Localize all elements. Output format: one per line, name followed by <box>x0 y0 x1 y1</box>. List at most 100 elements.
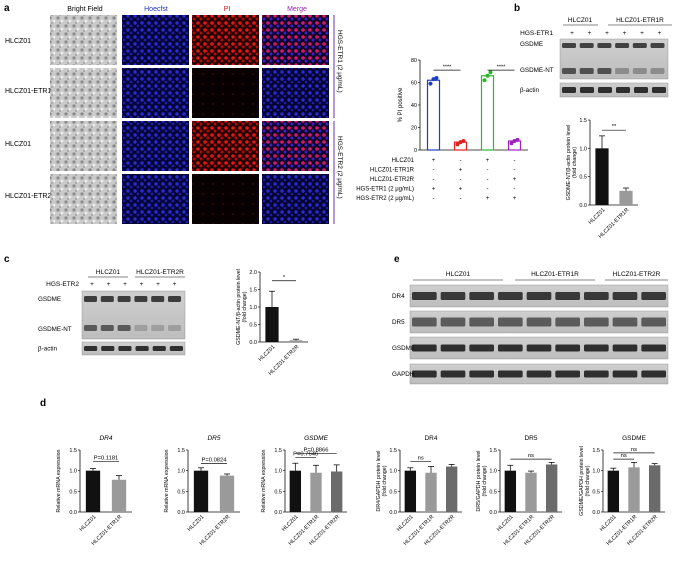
group-label: HLCZ01 <box>446 271 471 278</box>
y-tick-label: 0.0 <box>579 203 587 209</box>
condition-sign: - <box>460 196 462 202</box>
band <box>650 68 665 74</box>
band-label: β-actin <box>38 346 58 353</box>
condition-sign: - <box>433 168 435 174</box>
y-tick-label: 0.5 <box>69 489 77 495</box>
band <box>641 344 666 352</box>
image-bf-row1 <box>50 15 117 65</box>
y-tick-label: 0.5 <box>249 323 257 329</box>
row-label-1: HLCZ01 <box>5 38 31 45</box>
band <box>584 292 609 300</box>
data-point <box>461 139 466 143</box>
bar <box>289 340 303 342</box>
treatment-sign: + <box>623 30 627 37</box>
chart-panel-d-2: 0.0 0.5 1.0 1.5 Relative mRNA expression DR5 H… <box>164 435 240 547</box>
y-axis-label: (fold change) <box>585 465 591 496</box>
bar <box>193 470 209 512</box>
chart-title: DR5 <box>524 435 537 442</box>
band-label: GAPDH <box>392 371 415 378</box>
x-tick-label: HLCZ01 <box>496 514 515 533</box>
condition-label: HLCZ01 <box>392 158 415 164</box>
chart-title: DR4 <box>99 435 112 442</box>
band-label: GSDME-NT <box>38 326 72 333</box>
image-bf-row2 <box>50 68 117 118</box>
band <box>168 325 181 331</box>
band <box>84 325 97 331</box>
bar <box>426 79 441 151</box>
x-tick-label: HLCZ01 <box>79 514 98 533</box>
chart-pi-positive: 0 20 40 60 80 % PI positive **** **** HLCZ01 + - + -… <box>356 58 528 202</box>
image-hoechst-row3 <box>122 121 189 171</box>
blot-panel-e: HLCZ01 HLCZ01-ETR1R HLCZ01-ETR2R DR4 DR5 GSDM… <box>392 271 669 385</box>
band <box>117 296 131 302</box>
band <box>412 317 437 327</box>
row-label-3: HLCZ01 <box>5 141 31 148</box>
y-axis-label: GSDME-NT/β-actin protein level <box>566 125 572 201</box>
y-axis-label: DR5/GAPDH protein level <box>476 451 482 512</box>
x-tick-label: HLCZ01 <box>588 207 607 226</box>
band-label: DR5 <box>392 319 405 326</box>
band <box>498 344 523 352</box>
band <box>84 296 97 302</box>
data-point <box>434 76 439 80</box>
data-point <box>512 139 517 143</box>
row-label-2: HLCZ01-ETR1R <box>5 88 56 95</box>
image-merge-row2 <box>262 68 329 118</box>
y-axis-label: (fold change) <box>482 465 488 496</box>
group-label: HLCZ01-ETR1R <box>616 17 664 24</box>
image-hoechst-row4 <box>122 174 189 224</box>
band <box>469 292 494 300</box>
band <box>412 344 437 352</box>
band <box>169 346 183 351</box>
band <box>615 43 630 48</box>
treatment-sign: + <box>605 30 609 37</box>
band <box>440 344 466 352</box>
y-axis-label: DR4/GAPDH protein level <box>376 451 382 512</box>
treatment-sign: + <box>156 281 160 288</box>
band <box>100 296 114 302</box>
y-tick-label: 1.0 <box>177 469 185 475</box>
chart-panel-d-5: 0.0 0.5 1.0 1.5 DR5/GAPDH protein level (fold… <box>476 435 562 547</box>
bar <box>330 471 343 512</box>
condition-sign: + <box>432 158 436 164</box>
band <box>526 317 552 327</box>
band <box>584 317 609 327</box>
band <box>555 344 580 352</box>
y-tick-label: 1.0 <box>592 469 600 475</box>
band-label: GSDME-NT <box>520 67 554 74</box>
x-tick-label: HLCZ01 <box>187 514 206 533</box>
col-header-merge: Merge <box>287 6 307 13</box>
condition-sign: - <box>487 177 489 183</box>
y-tick-label: 0.0 <box>274 510 282 516</box>
condition-sign: - <box>433 177 435 183</box>
y-tick-label: 1.0 <box>579 146 587 152</box>
band <box>152 346 166 351</box>
group-label: HLCZ01-ETR2R <box>613 271 661 278</box>
band <box>650 43 665 48</box>
data-point <box>455 142 460 147</box>
band <box>632 43 647 48</box>
data-point <box>428 81 433 86</box>
band <box>151 325 165 331</box>
data-point <box>458 140 463 145</box>
x-tick-label: HLCZ01 <box>396 514 415 533</box>
group-label: HLCZ01 <box>568 17 593 24</box>
band <box>562 43 576 48</box>
data-point <box>485 73 490 78</box>
blot-membrane <box>559 38 669 80</box>
bar <box>85 470 101 512</box>
bar <box>310 472 322 512</box>
band <box>579 43 594 48</box>
y-axis-label: (fold change) <box>572 147 578 178</box>
bar <box>628 467 640 512</box>
image-merge-row4 <box>262 174 329 224</box>
chart-title: DR4 <box>424 435 437 442</box>
band <box>412 292 437 300</box>
group-label: HLCZ01-ETR1R <box>531 271 579 278</box>
bar <box>111 479 127 512</box>
y-axis-label: Relative mRNA expression <box>56 449 62 512</box>
blot-panel-b: HLCZ01 HLCZ01-ETR1R HGS-ETR1 + + + + + + GSDME GSD… <box>520 17 672 98</box>
significance-label: ns <box>528 453 534 459</box>
band <box>469 344 494 352</box>
